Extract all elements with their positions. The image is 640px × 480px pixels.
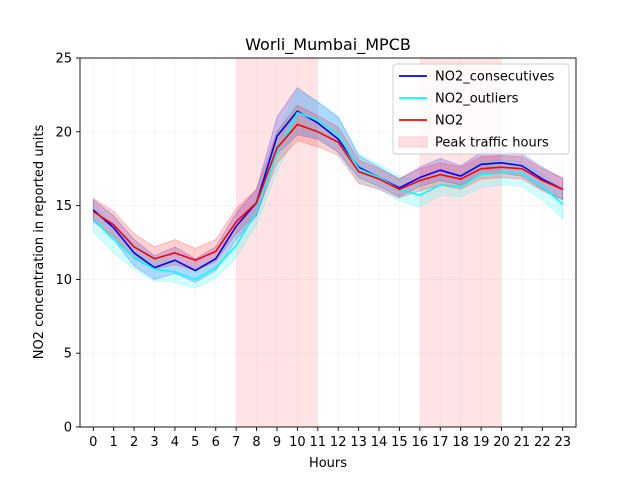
x-tick-label: 20 [493, 435, 510, 450]
line-no2-consecutives [92, 110, 564, 272]
y-tick-label: 15 [55, 199, 72, 214]
legend-label: NO2_outliers [435, 92, 519, 107]
x-tick-label: 16 [412, 435, 429, 450]
legend-label: NO2 [435, 114, 463, 129]
x-tick-label: 9 [273, 435, 281, 450]
y-tick-label: 20 [55, 125, 72, 140]
line-no2 [92, 123, 564, 262]
y-axis-label: NO2 concentration in reported units [32, 124, 47, 359]
y-tick-label: 25 [55, 52, 72, 67]
x-tick-label: 6 [212, 435, 220, 450]
x-tick-label: 4 [171, 435, 179, 450]
x-axis-ticks: 0 1 2 3 4 5 6 7 8 9 10 11 12 13 14 15 16 17 18 19 20 21 22 23 [89, 427, 571, 450]
x-tick-label: 10 [289, 435, 306, 450]
x-tick-label: 0 [89, 435, 97, 450]
x-tick-label: 1 [110, 435, 118, 450]
x-tick-label: 3 [150, 435, 158, 450]
peak-traffic-region-0 [236, 58, 318, 427]
band-no2-outliers [92, 89, 564, 289]
x-tick-label: 15 [391, 435, 408, 450]
y-axis-ticks: 0 5 10 15 20 25 [55, 52, 80, 436]
x-tick-label: 21 [514, 435, 531, 450]
x-tick-label: 18 [452, 435, 469, 450]
legend-swatch-patch [398, 136, 428, 148]
chart-title: Worli_Mumbai_MPCB [245, 35, 411, 55]
legend-label: NO2_consecutives [435, 70, 555, 85]
axes-frame [79, 57, 577, 428]
x-tick-label: 17 [432, 435, 449, 450]
line-no2-outliers [92, 111, 564, 281]
x-tick-label: 23 [554, 435, 571, 450]
x-tick-label: 22 [534, 435, 551, 450]
legend-label: Peak traffic hours [435, 136, 549, 151]
x-tick-label: 5 [191, 435, 199, 450]
x-tick-label: 14 [371, 435, 388, 450]
y-tick-label: 5 [64, 347, 72, 362]
series-lines [92, 110, 564, 281]
y-tick-label: 0 [64, 421, 72, 436]
legend: NO2_consecutives NO2_outliers NO2 Peak traf… [392, 63, 570, 155]
x-tick-label: 8 [252, 435, 260, 450]
legend-box [392, 63, 570, 155]
axes [79, 57, 577, 428]
x-tick-label: 19 [473, 435, 490, 450]
x-tick-label: 7 [232, 435, 240, 450]
x-axis-label: Hours [309, 456, 347, 471]
y-tick-label: 10 [55, 273, 72, 288]
band-no2 [92, 104, 564, 271]
x-tick-label: 2 [130, 435, 138, 450]
x-tick-label: 12 [330, 435, 347, 450]
x-tick-label: 11 [310, 435, 327, 450]
x-tick-label: 13 [350, 435, 367, 450]
